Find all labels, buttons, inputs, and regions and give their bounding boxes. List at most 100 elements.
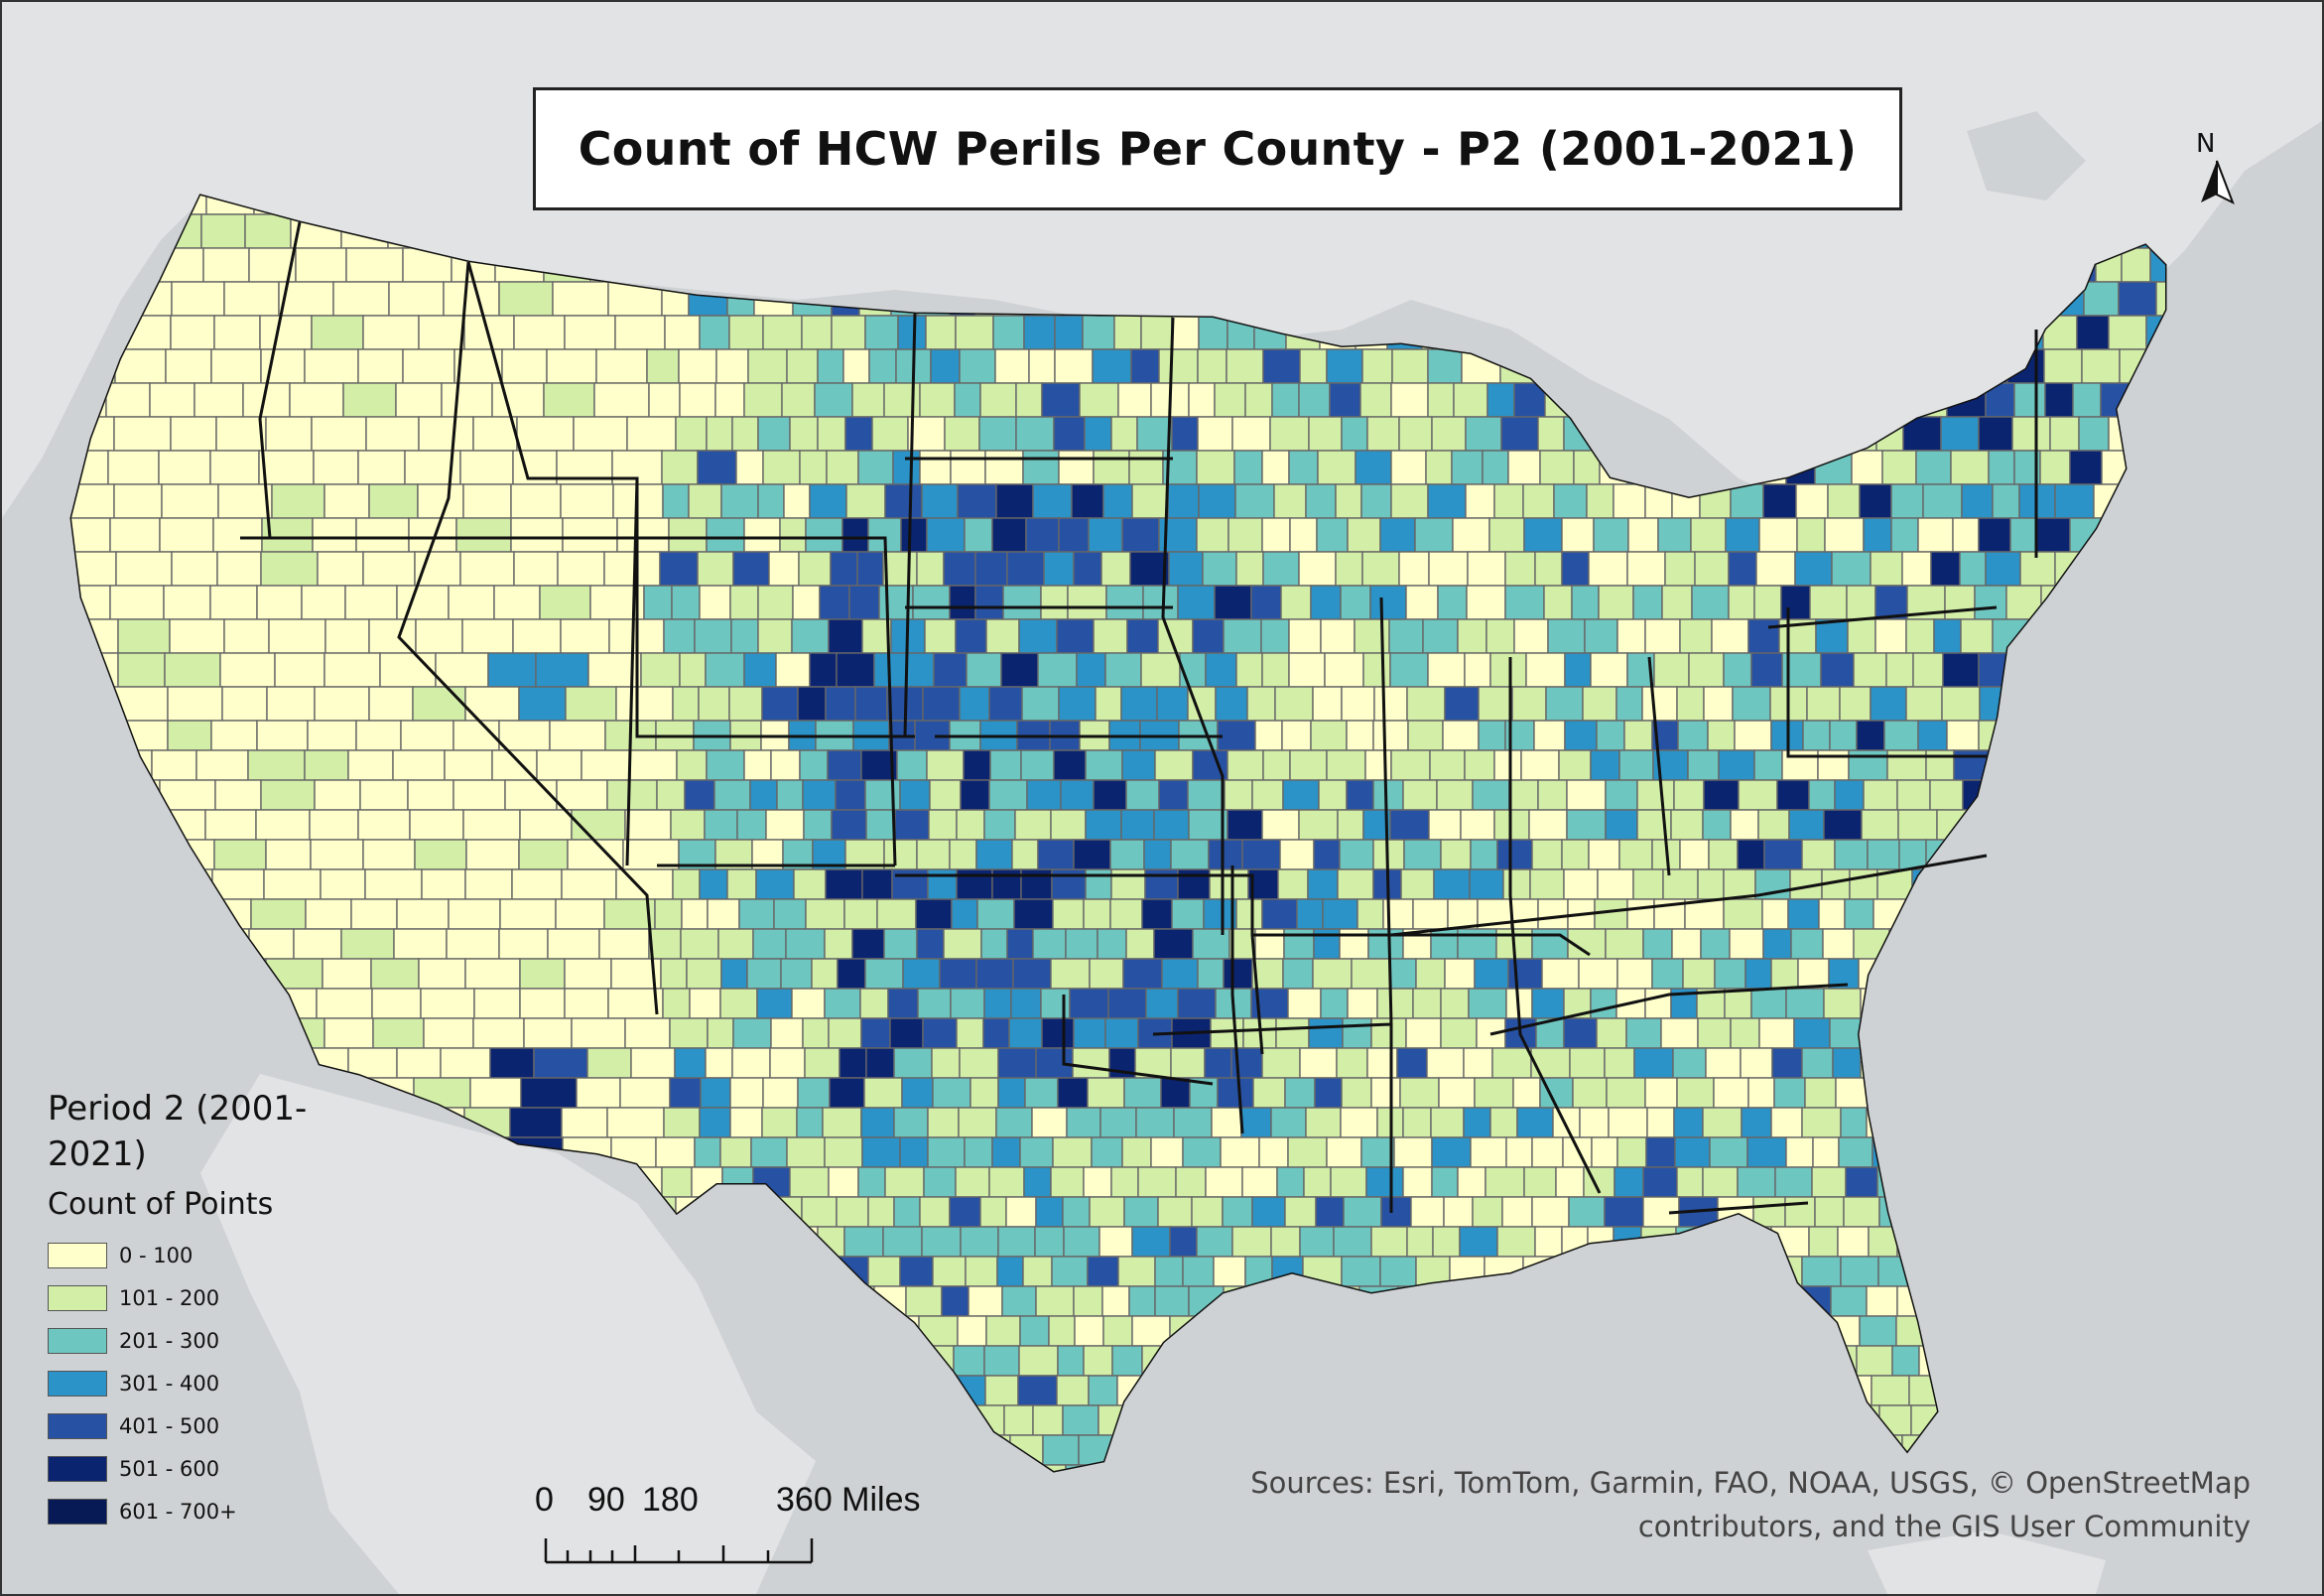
county bbox=[167, 720, 212, 751]
county bbox=[1887, 1047, 1924, 1079]
county bbox=[674, 1047, 707, 1079]
county bbox=[1083, 1345, 1113, 1377]
county bbox=[1474, 958, 1509, 990]
county bbox=[271, 483, 325, 519]
county bbox=[1859, 483, 1892, 519]
county bbox=[1056, 1375, 1090, 1406]
county bbox=[2109, 720, 2137, 751]
county bbox=[498, 720, 551, 751]
county bbox=[954, 382, 981, 418]
county bbox=[828, 1017, 862, 1049]
county bbox=[864, 315, 899, 350]
county bbox=[1856, 1345, 1893, 1377]
county bbox=[1341, 1256, 1381, 1287]
county bbox=[1520, 749, 1560, 781]
county bbox=[663, 1107, 701, 1138]
county bbox=[1653, 652, 1690, 688]
county bbox=[417, 483, 464, 519]
county bbox=[1940, 898, 1979, 930]
county bbox=[1703, 779, 1740, 811]
county bbox=[1746, 1136, 1787, 1168]
county bbox=[2108, 315, 2147, 350]
county bbox=[210, 348, 262, 384]
county bbox=[1705, 1047, 1742, 1079]
county bbox=[1957, 928, 1993, 960]
county bbox=[1834, 839, 1869, 870]
county bbox=[757, 483, 785, 519]
county bbox=[707, 1017, 734, 1049]
county bbox=[1653, 450, 1689, 485]
county bbox=[1523, 517, 1563, 553]
county bbox=[817, 416, 846, 452]
county bbox=[1347, 517, 1381, 553]
county bbox=[792, 585, 821, 620]
county bbox=[1994, 839, 2028, 870]
county bbox=[2144, 551, 2165, 587]
county bbox=[1277, 868, 1309, 900]
county bbox=[2050, 1345, 2083, 1377]
county bbox=[536, 749, 582, 781]
county bbox=[344, 585, 398, 620]
county bbox=[1834, 779, 1865, 811]
county bbox=[1640, 1226, 1677, 1258]
county bbox=[2092, 928, 2128, 960]
county bbox=[624, 809, 672, 841]
county bbox=[1507, 958, 1543, 990]
county bbox=[576, 1077, 621, 1109]
county bbox=[1505, 1136, 1533, 1168]
county bbox=[1083, 1166, 1112, 1198]
county bbox=[984, 450, 1024, 485]
county bbox=[1403, 839, 1442, 870]
county bbox=[1968, 1315, 1996, 1347]
county bbox=[209, 450, 260, 485]
county bbox=[957, 483, 997, 519]
county bbox=[1443, 1196, 1474, 1228]
scale-label-0: 0 bbox=[535, 1481, 554, 1519]
county bbox=[71, 686, 114, 722]
county bbox=[1320, 618, 1356, 654]
county bbox=[1661, 585, 1693, 620]
county bbox=[2128, 1375, 2156, 1406]
county bbox=[448, 585, 495, 620]
county bbox=[743, 517, 781, 553]
county bbox=[811, 958, 839, 990]
county bbox=[109, 928, 161, 960]
county bbox=[801, 315, 833, 350]
county bbox=[761, 1107, 798, 1138]
county bbox=[1675, 1226, 1712, 1258]
county bbox=[1737, 1256, 1765, 1287]
county bbox=[1215, 1345, 1242, 1377]
scale-label-miles: 360 Miles bbox=[776, 1481, 921, 1519]
county bbox=[736, 809, 767, 841]
county bbox=[2018, 1196, 2055, 1228]
county bbox=[1113, 315, 1142, 350]
county bbox=[1801, 1047, 1834, 1079]
county bbox=[1915, 450, 1952, 485]
county bbox=[314, 686, 370, 722]
county bbox=[735, 450, 764, 485]
county bbox=[1829, 1017, 1870, 1049]
county bbox=[1427, 652, 1466, 688]
county bbox=[1729, 928, 1764, 960]
county bbox=[1399, 1077, 1440, 1109]
county bbox=[1058, 517, 1090, 553]
county bbox=[1924, 1285, 1955, 1317]
county bbox=[1700, 928, 1731, 960]
county bbox=[2164, 1047, 2165, 1079]
county bbox=[1177, 988, 1217, 1019]
county bbox=[941, 1285, 969, 1317]
county bbox=[1104, 1017, 1139, 1049]
county bbox=[1690, 517, 1727, 553]
county bbox=[519, 809, 573, 841]
county bbox=[1982, 1196, 2020, 1228]
county bbox=[510, 517, 564, 553]
county bbox=[2110, 839, 2150, 870]
county bbox=[1606, 1077, 1646, 1109]
county bbox=[833, 1315, 860, 1347]
county bbox=[1588, 839, 1620, 870]
county bbox=[304, 348, 359, 384]
county bbox=[1201, 1464, 1231, 1471]
county bbox=[598, 928, 650, 960]
county bbox=[1900, 1136, 1939, 1168]
